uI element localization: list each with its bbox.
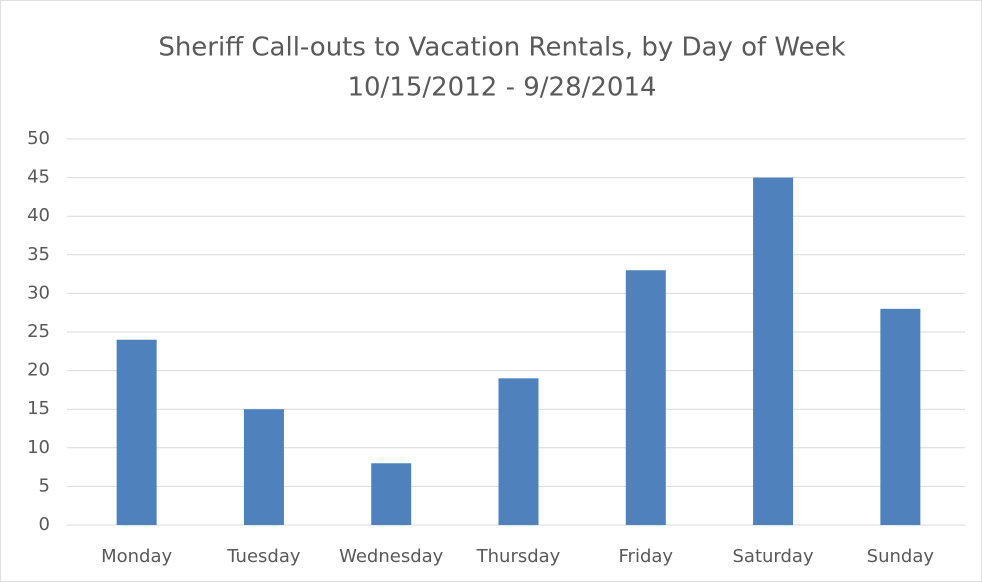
bar: [625, 270, 666, 525]
y-tick-label: 10: [27, 437, 50, 458]
y-tick-label: 0: [39, 514, 50, 535]
y-tick-label: 30: [27, 282, 50, 303]
y-tick-label: 20: [27, 360, 50, 381]
x-tick-label: Wednesday: [339, 546, 444, 567]
y-tick-label: 40: [27, 205, 50, 226]
chart-title: Sheriff Call-outs to Vacation Rentals, b…: [158, 33, 845, 63]
bar: [880, 308, 921, 525]
chart-subtitle: 10/15/2012 - 9/28/2014: [347, 73, 656, 103]
bar: [498, 378, 539, 525]
x-tick-label: Monday: [101, 546, 172, 567]
bar: [753, 177, 794, 525]
y-tick-label: 35: [27, 244, 50, 265]
bar: [116, 339, 157, 525]
x-tick-label: Tuesday: [226, 546, 301, 567]
y-tick-label: 5: [39, 475, 50, 496]
x-tick-label: Sunday: [867, 546, 935, 567]
y-tick-label: 25: [27, 321, 50, 342]
y-tick-label: 50: [27, 128, 50, 149]
bar: [243, 409, 284, 525]
x-tick-label: Friday: [619, 546, 674, 567]
bar: [371, 463, 412, 525]
y-tick-label: 45: [27, 167, 50, 188]
x-tick-label: Saturday: [733, 546, 814, 567]
x-tick-label: Thursday: [476, 546, 561, 567]
y-tick-label: 15: [27, 398, 50, 419]
